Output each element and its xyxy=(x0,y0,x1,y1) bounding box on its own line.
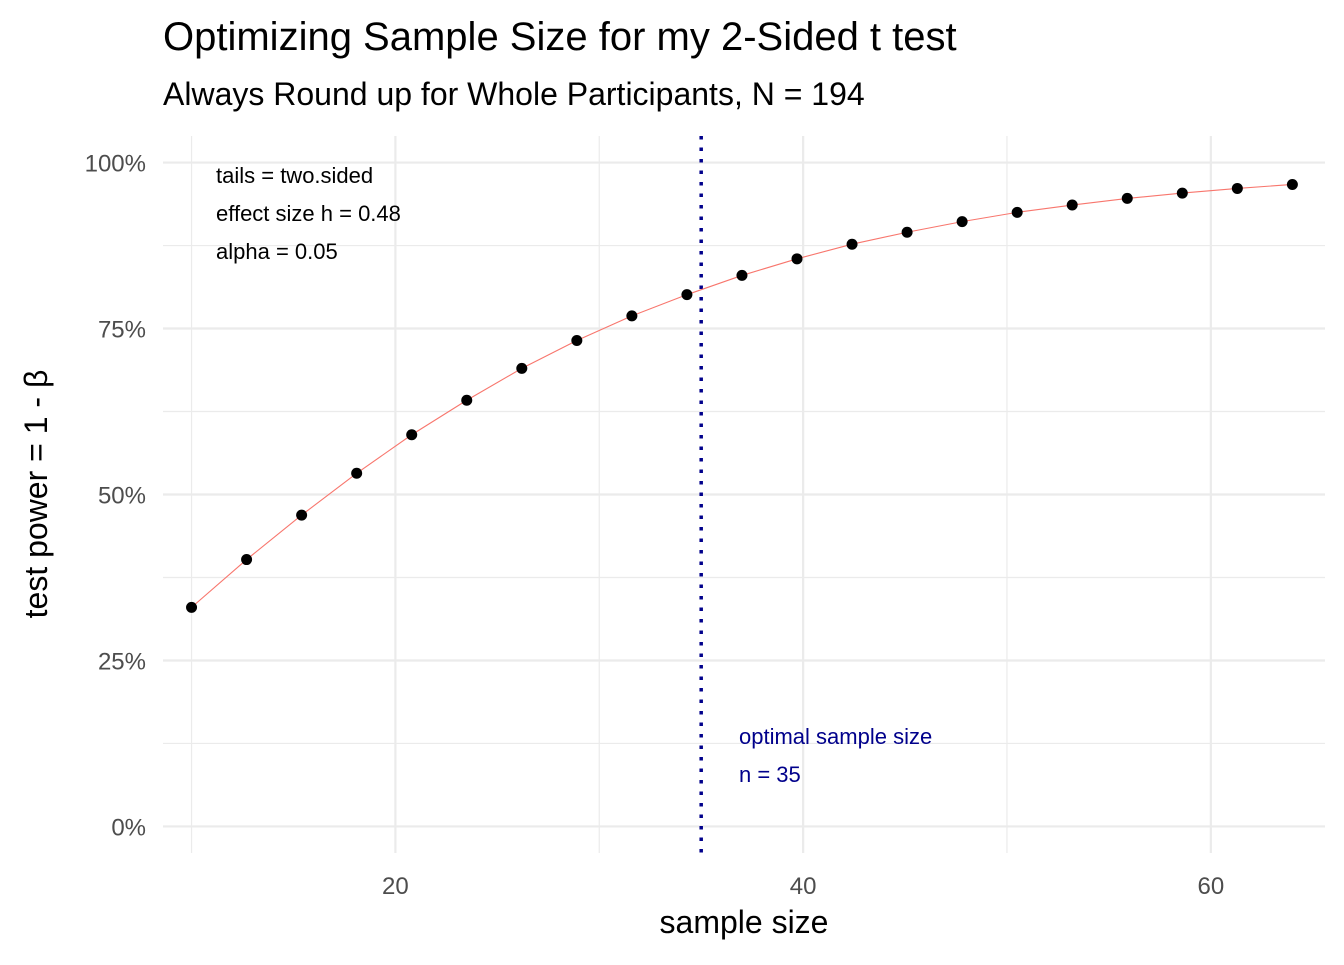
parameter-annotation: effect size h = 0.48 xyxy=(216,201,401,226)
tick-labels: 20 40 60 0% 25% 50% 75% 100% xyxy=(85,151,1225,900)
power-data-point xyxy=(296,509,308,521)
x-axis-title: sample size xyxy=(660,904,829,940)
y-tick-label: 50% xyxy=(98,483,146,510)
data-series xyxy=(186,178,1298,613)
power-data-point xyxy=(186,601,198,613)
power-data-point xyxy=(571,334,583,346)
power-data-point xyxy=(1176,187,1188,199)
power-data-point xyxy=(736,269,748,281)
grid xyxy=(163,136,1325,853)
power-curve-line xyxy=(191,183,1293,608)
power-data-point xyxy=(241,554,253,566)
power-data-point xyxy=(1286,178,1298,190)
power-data-point xyxy=(406,429,418,441)
x-tick-label: 60 xyxy=(1197,873,1224,900)
chart-subtitle: Always Round up for Whole Participants, … xyxy=(163,76,865,112)
parameter-annotation: alpha = 0.05 xyxy=(216,239,338,264)
y-tick-label: 75% xyxy=(98,317,146,344)
x-tick-label: 40 xyxy=(790,873,817,900)
y-tick-label: 0% xyxy=(111,814,146,841)
power-data-point xyxy=(956,216,968,228)
annotations: tails = two.sided effect size h = 0.48 alp… xyxy=(216,163,932,787)
power-data-point xyxy=(901,226,913,238)
y-axis-title: test power = 1 - β xyxy=(18,370,54,619)
power-data-point xyxy=(846,238,858,250)
optimal-annotation: n = 35 xyxy=(739,762,801,787)
power-data-point xyxy=(516,362,528,374)
power-data-point xyxy=(626,310,638,322)
power-data-point xyxy=(351,467,363,479)
power-data-point xyxy=(461,394,473,406)
x-tick-label: 20 xyxy=(382,873,409,900)
power-data-point xyxy=(1121,192,1133,204)
optimal-annotation: optimal sample size xyxy=(739,724,932,749)
parameter-annotation: tails = two.sided xyxy=(216,163,373,188)
chart-title: Optimizing Sample Size for my 2-Sided t … xyxy=(163,15,957,59)
y-tick-label: 25% xyxy=(98,648,146,675)
power-data-point xyxy=(791,253,803,265)
power-data-point xyxy=(681,289,693,301)
power-data-point xyxy=(1231,182,1243,194)
power-data-point xyxy=(1066,199,1078,211)
power-data-point xyxy=(1011,206,1023,218)
y-tick-label: 100% xyxy=(85,151,146,178)
